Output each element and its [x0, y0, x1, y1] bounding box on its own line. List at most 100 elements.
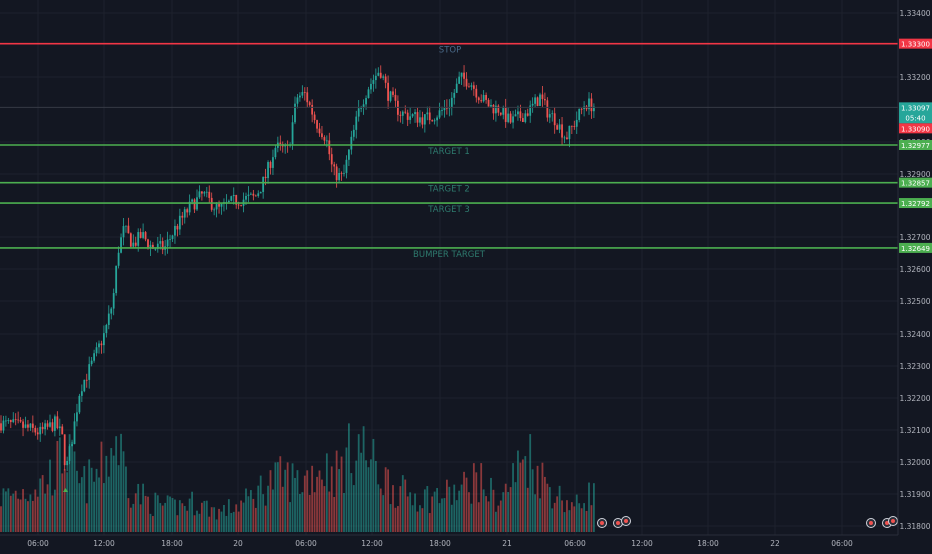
candle-body: [512, 116, 514, 123]
candle-body: [561, 124, 563, 138]
price-axis-panel[interactable]: [898, 0, 932, 550]
volume-bar: [54, 489, 56, 532]
level-price-tag: [899, 198, 932, 209]
candle-body: [588, 98, 590, 110]
volume-bar: [46, 484, 49, 532]
candle-body: [166, 239, 169, 247]
price-tick-label: 1.32000: [899, 458, 930, 467]
volume-bar: [330, 466, 333, 532]
volume-bar: [580, 508, 583, 532]
candle-body: [95, 347, 98, 354]
volume-bar: [49, 459, 51, 532]
candle-body: [460, 72, 463, 77]
candle-body: [63, 434, 66, 466]
candle-body: [409, 116, 412, 120]
price-tick-label: 1.32500: [899, 297, 930, 306]
time-tick-label: 18:00: [429, 539, 451, 548]
candle-body: [171, 235, 174, 239]
volume-bar: [5, 491, 7, 532]
volume-bar: [36, 496, 39, 532]
candle-body: [291, 122, 294, 145]
candle-body: [475, 88, 478, 98]
volume-bar: [274, 462, 277, 532]
level-price-tag: [899, 38, 932, 49]
volume-bar: [477, 502, 480, 532]
candle-body: [9, 420, 12, 423]
volume-bar: [406, 496, 409, 532]
volume-bar: [178, 500, 181, 532]
candle-body: [394, 94, 397, 101]
volume-bar: [254, 507, 257, 532]
candle-body: [269, 162, 272, 168]
volume-bar: [223, 504, 225, 532]
volume-bar: [311, 465, 314, 532]
volume-bar: [548, 487, 551, 532]
candle-body: [54, 416, 56, 431]
volume-bar: [448, 486, 451, 532]
candle-body: [240, 205, 242, 206]
candle-body: [544, 99, 546, 101]
candle-body: [519, 111, 522, 119]
volume-bar: [95, 468, 98, 532]
candle-body: [556, 125, 559, 130]
volume-bar: [556, 496, 559, 532]
volume-bars: [0, 423, 595, 532]
volume-bar: [174, 499, 176, 532]
candle-body: [392, 91, 394, 95]
event-markers[interactable]: [63, 488, 898, 528]
candle-body: [514, 114, 517, 117]
candle-body: [44, 423, 46, 430]
candle-body: [12, 419, 15, 423]
volume-bar: [566, 500, 568, 532]
candle-body: [551, 113, 554, 115]
volume-bar: [490, 477, 492, 532]
candle-body: [159, 241, 162, 244]
candle-body: [504, 106, 507, 122]
candle-body: [227, 200, 230, 203]
candle-body: [325, 140, 328, 142]
volume-bar: [159, 503, 162, 532]
time-tick-label: 12:00: [93, 539, 115, 548]
volume-bar: [502, 492, 505, 532]
candle-body: [419, 117, 421, 123]
candle-body: [563, 137, 566, 139]
candle-body: [88, 364, 91, 380]
current-price-tag: [899, 102, 932, 124]
candle-body: [250, 193, 252, 195]
volume-bar: [27, 501, 29, 532]
countdown-label: 05:40: [905, 114, 925, 122]
candle-body: [193, 199, 196, 210]
candle-body: [406, 112, 409, 120]
candle-body: [230, 196, 233, 201]
volume-bar: [570, 502, 573, 532]
volume-bar: [389, 504, 392, 532]
volume-bar: [98, 477, 100, 532]
volume-bar: [76, 470, 78, 532]
candle-body: [178, 215, 181, 230]
price-tick-label: 1.32300: [899, 362, 930, 371]
volume-bar: [345, 447, 348, 532]
volume-bar: [514, 482, 517, 532]
candle-body: [416, 112, 419, 123]
candle-body: [497, 105, 500, 113]
price-tick-label: 1.31900: [899, 490, 930, 499]
volume-bar: [2, 488, 5, 532]
candle-body: [134, 242, 137, 246]
volume-bar: [529, 434, 532, 532]
candle-body: [247, 194, 250, 196]
volume-bar: [367, 467, 370, 532]
candle-body: [507, 113, 510, 122]
volume-bar: [294, 477, 296, 532]
volume-bar: [362, 426, 365, 532]
candle-body: [257, 193, 260, 196]
volume-bar: [152, 516, 154, 532]
candle-body: [343, 172, 345, 174]
volume-bar: [203, 500, 206, 532]
time-axis-panel[interactable]: [0, 535, 932, 550]
candle-body: [433, 120, 436, 122]
candle-body: [370, 83, 372, 90]
volume-bar: [470, 503, 473, 532]
candle-body: [477, 97, 480, 101]
